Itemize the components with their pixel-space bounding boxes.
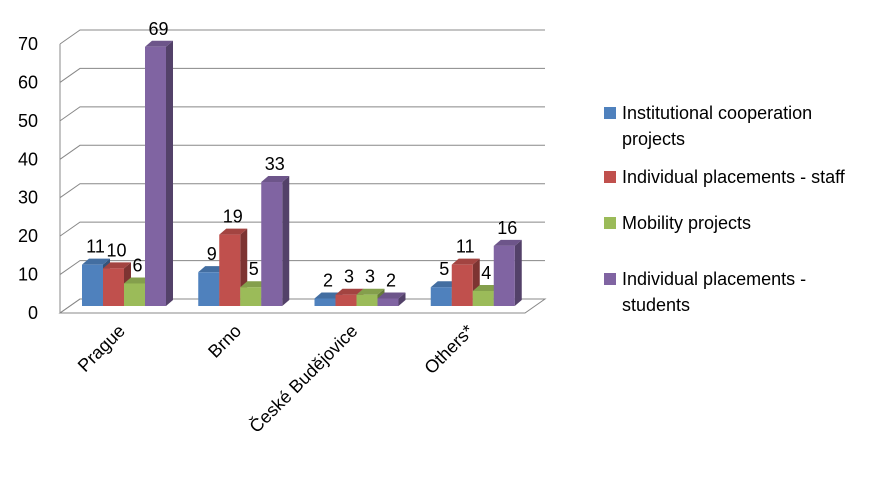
bar-top: [377, 292, 406, 299]
y-tick-label: 0: [28, 303, 38, 323]
legend-swatch: [604, 107, 616, 119]
legend-item: Mobility projects: [604, 210, 884, 236]
bar-front: [314, 298, 336, 306]
legend-item: Institutional cooperation projects: [604, 100, 884, 152]
legend-label: Individual placements - students: [622, 269, 807, 315]
legend-swatch: [604, 171, 616, 183]
legend: Institutional cooperation projects Indivi…: [604, 100, 884, 318]
data-label: 11: [456, 237, 475, 257]
bar-side: [398, 292, 406, 306]
bar-front: [430, 287, 452, 306]
data-label: 16: [497, 218, 517, 238]
data-label: 4: [481, 263, 491, 283]
bar-front: [335, 294, 357, 306]
bar-top: [356, 288, 385, 295]
bar: [261, 176, 290, 306]
bar-top: [451, 258, 480, 265]
data-label: 3: [365, 267, 375, 287]
data-label: 19: [223, 207, 243, 227]
grid-line: [59, 67, 545, 83]
y-tick-label: 60: [18, 72, 38, 92]
grid-line: [59, 144, 545, 160]
x-tick-label: Others*: [420, 321, 477, 378]
bar-side: [166, 40, 173, 306]
legend-swatch: [604, 217, 616, 229]
legend-swatch: [604, 273, 616, 285]
bar-side: [514, 239, 522, 306]
bar-top: [145, 40, 173, 47]
data-label: 33: [265, 154, 285, 174]
bar-top: [493, 239, 522, 246]
bar-front: [124, 283, 145, 306]
bar: [493, 239, 522, 306]
legend-label: Institutional cooperation projects: [622, 103, 813, 149]
bar: [377, 292, 406, 306]
data-label: 2: [323, 270, 333, 290]
grid-line: [59, 260, 545, 275]
x-tick-label: České Budějovice: [245, 320, 362, 437]
bar-front: [493, 245, 515, 306]
data-label: 5: [249, 259, 259, 279]
bar-front: [219, 234, 241, 306]
legend-item: Individual placements - students: [604, 266, 884, 318]
grid-line: [59, 29, 545, 45]
y-tick-label: 50: [18, 111, 38, 131]
x-tick-label: Prague: [74, 321, 129, 376]
data-label: 3: [344, 267, 354, 287]
grid-line: [59, 183, 545, 199]
bar-front: [356, 294, 378, 306]
legend-label: Mobility projects: [622, 213, 752, 233]
grid-line: [59, 221, 545, 237]
bar-front: [103, 268, 124, 306]
bar-front: [145, 46, 166, 306]
grid-line: [59, 106, 545, 122]
bar-top: [82, 258, 110, 265]
bar: [145, 40, 173, 306]
data-label: 69: [148, 19, 168, 39]
data-label: 2: [386, 270, 396, 290]
data-label: 5: [439, 259, 449, 279]
data-label: 11: [86, 237, 105, 257]
bar-front: [377, 298, 399, 306]
data-label: 10: [106, 240, 126, 260]
bar-top: [219, 228, 248, 235]
data-label: 9: [207, 244, 217, 264]
y-tick-label: 10: [18, 265, 38, 285]
bar-top: [103, 262, 131, 269]
y-tick-label: 40: [18, 149, 38, 169]
bar-front: [240, 287, 262, 306]
bar-side: [282, 176, 290, 306]
data-label: 6: [132, 255, 142, 275]
legend-item: Individual placements - staff: [604, 164, 884, 190]
y-tick-label: 70: [18, 34, 38, 54]
bar-front: [451, 264, 473, 306]
bar-front: [261, 182, 283, 306]
bar-front: [472, 290, 494, 306]
bar-top: [335, 288, 364, 295]
legend-label: Individual placements - staff: [622, 167, 845, 187]
bar-front: [198, 272, 220, 306]
y-tick-label: 30: [18, 188, 38, 208]
bar-front: [82, 264, 103, 306]
x-tick-label: Brno: [204, 321, 245, 362]
y-tick-label: 20: [18, 226, 38, 246]
bar-top: [261, 176, 290, 183]
